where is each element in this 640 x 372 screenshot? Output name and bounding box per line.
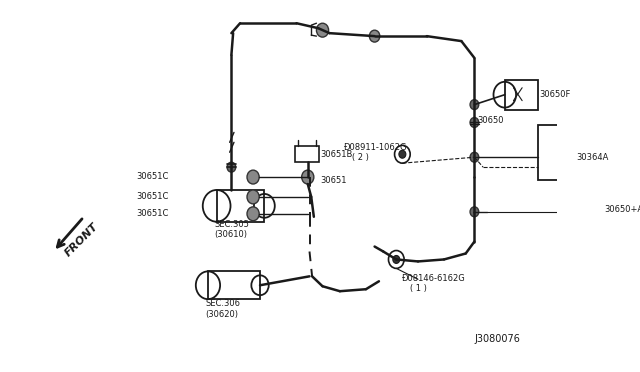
Circle shape xyxy=(393,256,400,263)
Text: Ð08146-6162G
   ( 1 ): Ð08146-6162G ( 1 ) xyxy=(403,273,466,293)
Circle shape xyxy=(399,150,406,158)
Circle shape xyxy=(470,118,479,128)
Text: 30364A: 30364A xyxy=(576,153,609,162)
Text: J3080076: J3080076 xyxy=(474,334,520,344)
Circle shape xyxy=(316,23,328,37)
Circle shape xyxy=(301,170,314,184)
Circle shape xyxy=(247,207,259,221)
Circle shape xyxy=(369,30,380,42)
Circle shape xyxy=(227,162,236,172)
Circle shape xyxy=(247,170,259,184)
Bar xyxy=(538,125,574,180)
Text: 30650: 30650 xyxy=(477,116,504,125)
Text: SEC.306
(30620): SEC.306 (30620) xyxy=(205,299,241,319)
Text: 30651: 30651 xyxy=(321,176,348,185)
Text: 30651C: 30651C xyxy=(136,192,168,201)
Bar xyxy=(295,146,319,162)
Text: 30651C: 30651C xyxy=(136,209,168,218)
Text: 30650F: 30650F xyxy=(540,90,571,99)
Text: Ð08911-1062G
   ( 2 ): Ð08911-1062G ( 2 ) xyxy=(344,142,408,162)
Text: 30650+A: 30650+A xyxy=(605,205,640,214)
Text: SEC.305
(30610): SEC.305 (30610) xyxy=(214,220,249,239)
Bar xyxy=(216,190,264,222)
Circle shape xyxy=(470,152,479,162)
Bar xyxy=(505,80,538,110)
Circle shape xyxy=(247,190,259,204)
Circle shape xyxy=(470,100,479,110)
Text: 30651C: 30651C xyxy=(136,171,168,180)
Text: 30651B: 30651B xyxy=(321,150,353,159)
Bar xyxy=(208,271,260,299)
Text: FRONT: FRONT xyxy=(63,221,100,258)
Circle shape xyxy=(470,207,479,217)
